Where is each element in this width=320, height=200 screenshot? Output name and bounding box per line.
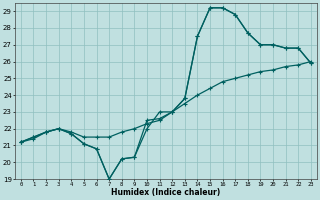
X-axis label: Humidex (Indice chaleur): Humidex (Indice chaleur) [111,188,220,197]
